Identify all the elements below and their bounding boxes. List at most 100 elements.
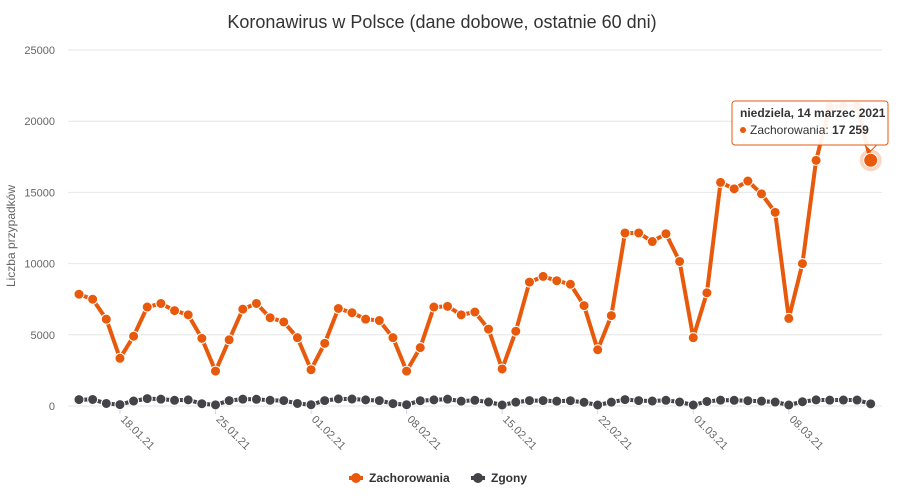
data-point-zachorowania[interactable]	[783, 312, 795, 324]
data-point-zgony[interactable]	[250, 393, 262, 405]
data-point-zgony[interactable]	[169, 394, 181, 406]
data-point-zachorowania[interactable]	[141, 301, 153, 313]
data-point-zgony[interactable]	[578, 396, 590, 408]
data-point-zgony[interactable]	[523, 395, 535, 407]
data-point-zgony[interactable]	[564, 395, 576, 407]
data-point-zachorowania[interactable]	[715, 176, 727, 188]
data-point-zgony[interactable]	[715, 394, 727, 406]
data-point-zachorowania[interactable]	[551, 275, 563, 287]
data-point-zachorowania[interactable]	[810, 154, 822, 166]
data-point-zgony[interactable]	[428, 394, 440, 406]
data-point-zachorowania[interactable]	[605, 310, 617, 322]
data-point-zgony[interactable]	[496, 399, 508, 411]
data-point-zgony[interactable]	[319, 395, 331, 407]
data-point-zgony[interactable]	[824, 394, 836, 406]
data-point-zgony[interactable]	[100, 397, 112, 409]
data-point-zachorowania[interactable]	[510, 325, 522, 337]
data-point-zgony[interactable]	[346, 393, 358, 405]
data-point-zachorowania[interactable]	[360, 313, 372, 325]
data-point-zgony[interactable]	[114, 399, 126, 411]
data-point-zachorowania[interactable]	[469, 306, 481, 318]
data-point-zachorowania[interactable]	[346, 307, 358, 319]
data-point-zgony[interactable]	[837, 394, 849, 406]
data-point-zachorowania[interactable]	[155, 297, 167, 309]
data-point-zachorowania[interactable]	[332, 302, 344, 314]
data-point-zachorowania[interactable]	[401, 365, 413, 377]
data-point-zgony[interactable]	[783, 399, 795, 411]
data-point-zgony[interactable]	[633, 395, 645, 407]
data-point-zachorowania[interactable]	[428, 301, 440, 313]
data-point-zgony[interactable]	[360, 394, 372, 406]
data-point-zgony[interactable]	[141, 393, 153, 405]
data-point-zgony[interactable]	[414, 395, 426, 407]
data-point-zgony[interactable]	[87, 393, 99, 405]
data-point-zachorowania[interactable]	[223, 334, 235, 346]
data-point-zachorowania[interactable]	[196, 332, 208, 344]
data-point-zgony[interactable]	[701, 395, 713, 407]
data-point-zachorowania[interactable]	[169, 305, 181, 317]
data-point-zachorowania[interactable]	[646, 236, 658, 248]
data-point-zgony[interactable]	[73, 394, 85, 406]
data-point-zgony[interactable]	[551, 395, 563, 407]
data-point-zgony[interactable]	[537, 395, 549, 407]
data-point-zgony[interactable]	[278, 395, 290, 407]
data-point-zgony[interactable]	[291, 397, 303, 409]
data-point-zachorowania[interactable]	[264, 312, 276, 324]
data-point-zgony[interactable]	[305, 399, 317, 411]
data-point-zachorowania[interactable]	[728, 183, 740, 195]
data-point-zachorowania[interactable]	[305, 364, 317, 376]
data-point-zachorowania[interactable]	[660, 228, 672, 240]
data-point-zachorowania[interactable]	[701, 287, 713, 299]
legend-item-zgony[interactable]: Zgony	[471, 471, 527, 485]
data-point-zachorowania[interactable]	[237, 303, 249, 315]
data-point-zachorowania[interactable]	[523, 276, 535, 288]
data-point-zachorowania[interactable]	[73, 288, 85, 300]
data-point-zgony[interactable]	[756, 395, 767, 407]
data-point-zgony[interactable]	[646, 395, 658, 407]
data-point-zachorowania[interactable]	[291, 332, 303, 344]
data-point-zgony[interactable]	[483, 396, 494, 408]
data-point-zachorowania[interactable]	[100, 313, 112, 325]
data-point-zgony[interactable]	[401, 399, 413, 411]
data-point-zachorowania[interactable]	[674, 255, 686, 267]
data-point-zgony[interactable]	[237, 393, 249, 405]
data-point-zgony[interactable]	[469, 394, 481, 406]
data-point-zachorowania[interactable]	[592, 344, 604, 356]
data-point-zachorowania[interactable]	[128, 330, 140, 342]
data-point-zachorowania[interactable]	[796, 258, 808, 270]
data-point-zgony[interactable]	[769, 396, 781, 408]
data-point-zachorowania[interactable]	[496, 363, 508, 375]
data-point-zgony[interactable]	[182, 394, 194, 406]
data-point-zgony[interactable]	[128, 395, 140, 407]
hover-point[interactable]	[863, 152, 879, 168]
legend-item-zachorowania[interactable]: Zachorowania	[349, 471, 450, 485]
data-point-zgony[interactable]	[796, 396, 808, 408]
data-point-zgony[interactable]	[674, 396, 686, 408]
data-point-zachorowania[interactable]	[633, 227, 645, 239]
data-point-zachorowania[interactable]	[483, 323, 494, 335]
data-point-zachorowania[interactable]	[250, 297, 262, 309]
data-point-zgony[interactable]	[223, 395, 235, 407]
data-point-zachorowania[interactable]	[373, 315, 385, 327]
data-point-zachorowania[interactable]	[578, 300, 590, 312]
data-point-zachorowania[interactable]	[742, 175, 754, 187]
data-point-zgony[interactable]	[373, 395, 385, 407]
data-point-zgony[interactable]	[442, 393, 454, 405]
data-point-zachorowania[interactable]	[442, 300, 454, 312]
data-point-zgony[interactable]	[865, 398, 877, 410]
data-point-zachorowania[interactable]	[537, 270, 549, 282]
data-point-zachorowania[interactable]	[182, 309, 194, 321]
data-point-zgony[interactable]	[510, 396, 522, 408]
data-point-zgony[interactable]	[455, 395, 467, 407]
data-point-zachorowania[interactable]	[619, 227, 631, 239]
data-point-zachorowania[interactable]	[414, 342, 426, 354]
data-point-zgony[interactable]	[851, 394, 863, 406]
data-point-zachorowania[interactable]	[687, 332, 699, 344]
data-point-zgony[interactable]	[605, 396, 617, 408]
data-point-zgony[interactable]	[592, 399, 604, 411]
data-point-zgony[interactable]	[810, 394, 822, 406]
data-point-zachorowania[interactable]	[769, 206, 781, 218]
data-point-zachorowania[interactable]	[114, 352, 126, 364]
data-point-zgony[interactable]	[196, 398, 208, 410]
data-point-zgony[interactable]	[619, 394, 631, 406]
